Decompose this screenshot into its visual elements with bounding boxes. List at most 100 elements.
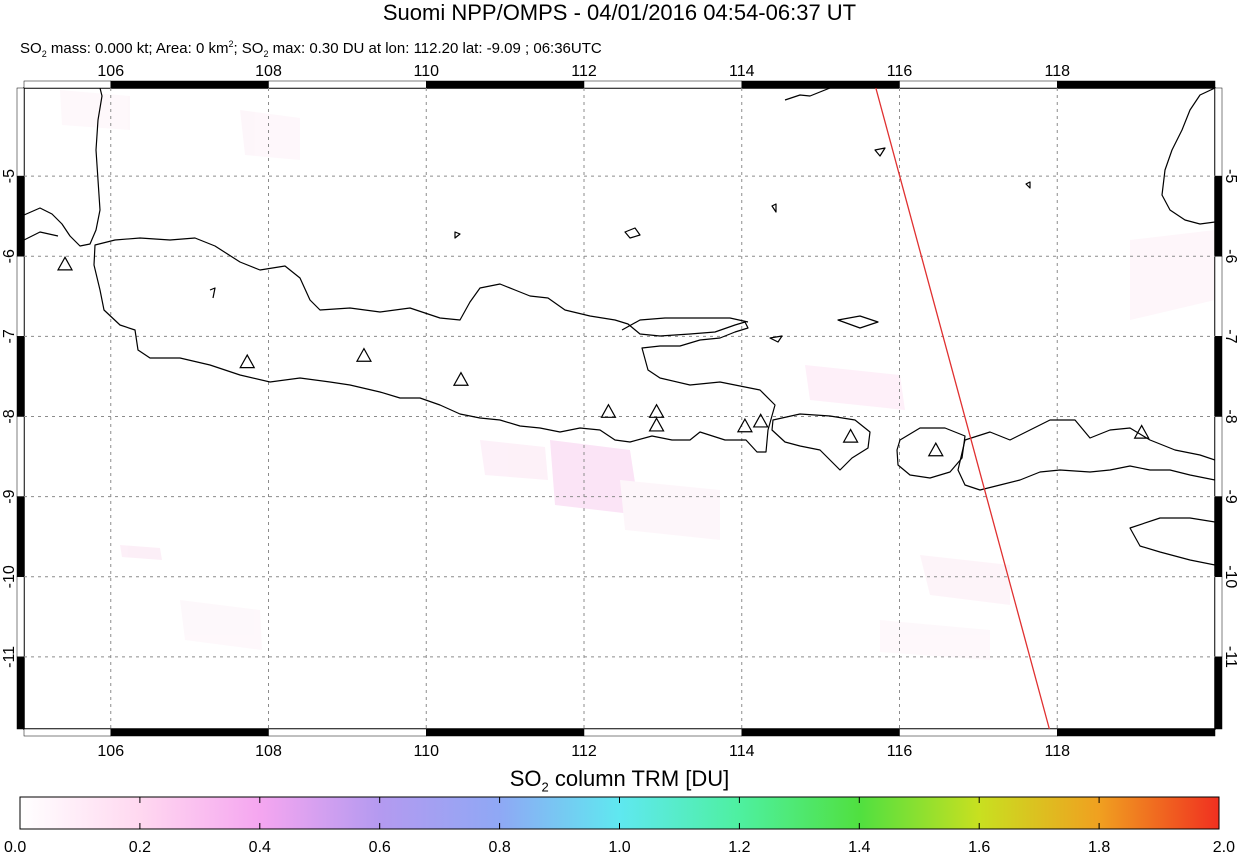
- lat-label-left: -5: [1, 169, 18, 183]
- colorbar-label: 0.8: [488, 839, 510, 855]
- sumatra-coast: [24, 88, 103, 247]
- frame-band-right: [1214, 87, 1223, 177]
- lon-label-top: 106: [97, 63, 124, 80]
- colorbar-label: 2.0: [1213, 839, 1235, 855]
- frame-band-bottom: [110, 728, 269, 737]
- volcano-triangle-icon: [927, 441, 944, 457]
- colorbar-label: 1.2: [728, 839, 750, 855]
- frame-band-right: [1214, 175, 1223, 257]
- frame-band-top: [23, 80, 112, 89]
- colorbar-label: 0.2: [129, 839, 151, 855]
- coastlines: [24, 88, 1215, 566]
- frame-bands: [16, 80, 1223, 737]
- volcano-triangle-icon: [752, 413, 769, 428]
- frame-band-bottom: [899, 728, 1058, 737]
- orbit-edge-line: [875, 87, 1050, 730]
- volcano-triangle-icon: [842, 428, 859, 443]
- lat-label-left: -11: [1, 646, 18, 668]
- volcano-triangle-icon: [1133, 424, 1150, 439]
- frame-band-top: [268, 80, 427, 89]
- java-coast: [93, 237, 776, 453]
- lon-label-bottom: 116: [887, 743, 913, 760]
- frame-band-left: [16, 656, 25, 730]
- lat-label-left: -7: [1, 329, 18, 343]
- sulawesi-coast: [1161, 88, 1215, 225]
- lat-label-left: -6: [1, 249, 18, 263]
- lon-label-top: 116: [887, 63, 913, 80]
- volcano-triangle-icon: [648, 417, 665, 432]
- frame-band-right: [1214, 656, 1223, 730]
- colorbar-label: 0.0: [4, 839, 26, 855]
- frame-band-left: [16, 416, 25, 497]
- lat-label-left: -8: [1, 409, 18, 423]
- lon-label-bottom: 112: [571, 743, 597, 760]
- lon-label-top: 108: [255, 63, 282, 80]
- frame-band-top: [899, 80, 1058, 89]
- lat-label-right: -5: [1222, 169, 1239, 183]
- lon-label-bottom: 108: [255, 743, 282, 760]
- lon-label-top: 118: [1044, 63, 1070, 80]
- map-title: Suomi NPP/OMPS - 04/01/2016 04:54-06:37 …: [382, 0, 857, 25]
- frame-band-bottom: [268, 728, 427, 737]
- frame-band-top: [110, 80, 269, 89]
- frame-band-top: [583, 80, 743, 89]
- frame-band-bottom: [583, 728, 743, 737]
- colorbar-title: SO2 column TRM [DU]: [509, 766, 730, 795]
- lon-label-bottom: 106: [97, 743, 124, 760]
- lon-label-top: 112: [571, 63, 597, 80]
- lon-label-bottom: 114: [729, 743, 755, 760]
- volcano-markers: [56, 256, 1150, 457]
- frame-band-right: [1214, 256, 1223, 337]
- volcano-triangle-icon: [736, 417, 753, 433]
- frame-band-bottom: [741, 728, 900, 737]
- lat-label-right: -8: [1222, 409, 1239, 423]
- frame-band-top: [741, 80, 900, 89]
- colorbar-label: 1.4: [848, 839, 870, 855]
- map-subtitle: SO2 mass: 0.000 kt; Area: 0 km2; SO2 max…: [20, 39, 602, 59]
- colorbar-label: 1.6: [968, 839, 990, 855]
- lat-label-left: -10: [1, 565, 18, 588]
- colorbar-label: 1.0: [608, 839, 630, 855]
- frame-band-bottom: [1057, 728, 1216, 737]
- frame-band-left: [16, 87, 25, 177]
- lombok-coast: [896, 427, 966, 479]
- frame-band-top: [1057, 80, 1216, 89]
- lat-label-right: -11: [1222, 646, 1239, 668]
- colorbar-label: 0.4: [249, 839, 271, 855]
- frame-band-bottom: [426, 728, 585, 737]
- so2-pixels: [60, 90, 1215, 660]
- lon-label-top: 110: [414, 63, 440, 80]
- frame-band-left: [16, 256, 25, 337]
- frame-band-right: [1214, 496, 1223, 578]
- frame-band-left: [16, 576, 25, 658]
- frame-band-right: [1214, 416, 1223, 497]
- colorbar-label: 1.8: [1088, 839, 1110, 855]
- volcano-triangle-icon: [56, 256, 74, 271]
- frame-band-top: [426, 80, 585, 89]
- frame-band-left: [16, 496, 25, 578]
- lat-label-right: -9: [1222, 490, 1239, 504]
- lat-label-right: -7: [1222, 329, 1239, 343]
- graticule: [24, 88, 1215, 729]
- colorbar-ticks: 0.0 0.2 0.4 0.6 0.8 1.0 1.2 1.4 1.6 1.8 2.0: [4, 797, 1235, 855]
- lon-label-bottom: 110: [414, 743, 440, 760]
- colorbar-label: 0.6: [369, 839, 391, 855]
- lon-label-top: 114: [729, 63, 755, 80]
- volcano-triangle-icon: [355, 347, 372, 362]
- volcano-triangle-icon: [600, 403, 617, 418]
- lat-label-right: -6: [1222, 249, 1239, 263]
- volcano-triangle-icon: [239, 353, 256, 369]
- lat-label-left: -9: [1, 489, 18, 503]
- frame-band-bottom: [23, 728, 112, 737]
- volcano-triangle-icon: [452, 371, 469, 386]
- volcano-triangle-icon: [648, 403, 665, 418]
- lon-label-bottom: 118: [1044, 743, 1070, 760]
- bali-coast: [771, 413, 871, 471]
- axis-tick-labels: 106 106 108 108 110 110 112 112 114 114 116 116 118 1…: [1, 63, 1239, 760]
- sumbawa-coast: [957, 419, 1215, 491]
- frame-band-right: [1214, 576, 1223, 658]
- frame-band-left: [16, 336, 25, 417]
- frame-band-left: [16, 175, 25, 257]
- frame-band-right: [1214, 336, 1223, 417]
